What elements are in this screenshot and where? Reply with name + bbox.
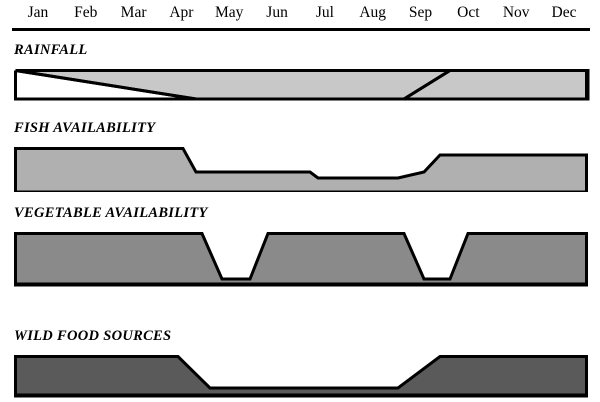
band-graph-wild-food-sources <box>14 355 588 398</box>
month-label-nov: Nov <box>502 4 530 21</box>
band-rainfall: RAINFALL <box>0 42 600 108</box>
month-label-apr: Apr <box>169 4 194 21</box>
month-label-dec: Dec <box>551 4 577 21</box>
band-label-vegetable-availability: VEGETABLE AVAILABILITY <box>14 205 208 221</box>
band-fish-availability: FISH AVAILABILITY <box>0 120 600 192</box>
band-vegetable-availability: VEGETABLE AVAILABILITY <box>0 205 600 290</box>
rainfall-outline-right <box>403 69 588 101</box>
band-label-rainfall: RAINFALL <box>14 42 88 58</box>
month-header-row: Jan Feb Mar Apr May Jun Jul Aug Sep Oct … <box>14 0 588 26</box>
month-label-sep: Sep <box>408 4 433 21</box>
band-label-wild-food-sources: WILD FOOD SOURCES <box>14 328 172 344</box>
wildfood-area-shape <box>14 355 588 398</box>
month-label-jul: Jul <box>315 4 334 21</box>
month-label-oct: Oct <box>457 4 480 21</box>
month-label-feb: Feb <box>74 4 98 21</box>
band-label-fish-availability: FISH AVAILABILITY <box>14 120 156 136</box>
month-label-jan: Jan <box>27 4 49 21</box>
band-graph-vegetable-availability <box>14 232 588 287</box>
month-label-mar: Mar <box>120 4 147 21</box>
band-graph-rainfall <box>14 69 590 101</box>
month-label-jun: Jun <box>266 4 288 21</box>
vegetable-area-shape <box>14 232 588 287</box>
month-label-aug: Aug <box>359 4 387 21</box>
band-graph-fish-availability <box>14 147 588 192</box>
rainfall-outline <box>15 69 197 101</box>
month-label-may: May <box>215 4 244 21</box>
header-divider-rule <box>12 28 590 31</box>
band-wild-food-sources: WILD FOOD SOURCES <box>0 328 600 400</box>
fish-area-shape <box>14 147 588 192</box>
